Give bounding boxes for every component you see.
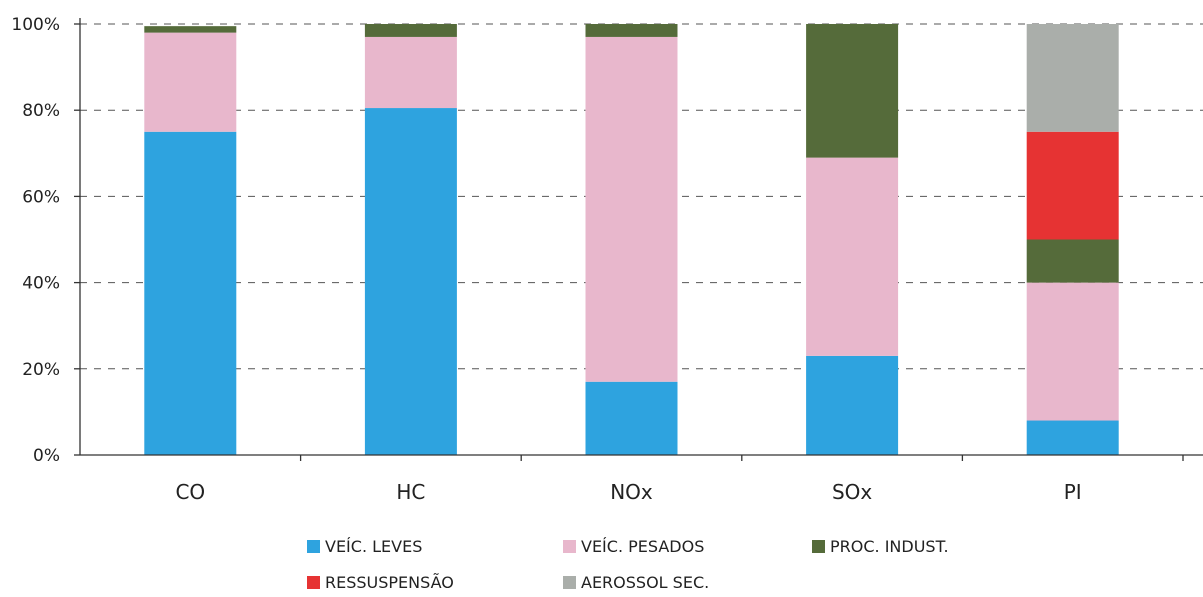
- bar-segment: [364, 108, 457, 456]
- bar-segment: [1026, 282, 1119, 421]
- legend-swatch: [563, 576, 576, 589]
- legend-label: AEROSSOL SEC.: [581, 573, 709, 592]
- y-tick-label: 60%: [22, 187, 60, 207]
- y-tick-label: 0%: [33, 446, 60, 466]
- y-tick-label: 100%: [11, 15, 60, 35]
- legend-label: VEÍC. LEVES: [325, 537, 422, 556]
- bar-segment: [144, 131, 237, 455]
- x-tick-label: HC: [396, 480, 425, 504]
- axes: 0% 20% 40% 60% 80% 100% CO HC NOx SOx PI: [11, 15, 1203, 504]
- bar-segment: [806, 355, 899, 455]
- bar-segment: [806, 157, 899, 356]
- x-tick-label: PI: [1064, 480, 1082, 504]
- bar-segment: [806, 24, 899, 158]
- y-tick-label: 20%: [22, 360, 60, 380]
- y-tick-label: 80%: [22, 101, 60, 121]
- bars: [144, 24, 1119, 456]
- x-tick-label: NOx: [610, 480, 653, 504]
- bar-segment: [364, 36, 457, 109]
- legend-swatch: [307, 540, 320, 553]
- bar-segment: [364, 24, 457, 37]
- bar-segment: [144, 32, 237, 132]
- x-tick-label: CO: [175, 480, 205, 504]
- legend-label: RESSUSPENSÃO: [325, 573, 454, 592]
- legend: VEÍC. LEVES VEÍC. PESADOS PROC. INDUST. RES…: [307, 537, 949, 592]
- legend-swatch: [307, 576, 320, 589]
- bar-segment: [144, 26, 237, 33]
- bar-segment: [585, 381, 678, 455]
- bar-segment: [1026, 420, 1119, 455]
- bar-segment: [585, 24, 678, 37]
- bar-segment: [585, 36, 678, 382]
- bar-segment: [1026, 239, 1119, 283]
- legend-swatch: [812, 540, 825, 553]
- legend-swatch: [563, 540, 576, 553]
- bar-segment: [1026, 131, 1119, 240]
- legend-label: PROC. INDUST.: [830, 537, 949, 556]
- x-tick-label: SOx: [832, 480, 872, 504]
- bar-segment: [1026, 24, 1119, 132]
- y-tick-label: 40%: [22, 274, 60, 294]
- legend-label: VEÍC. PESADOS: [581, 537, 704, 556]
